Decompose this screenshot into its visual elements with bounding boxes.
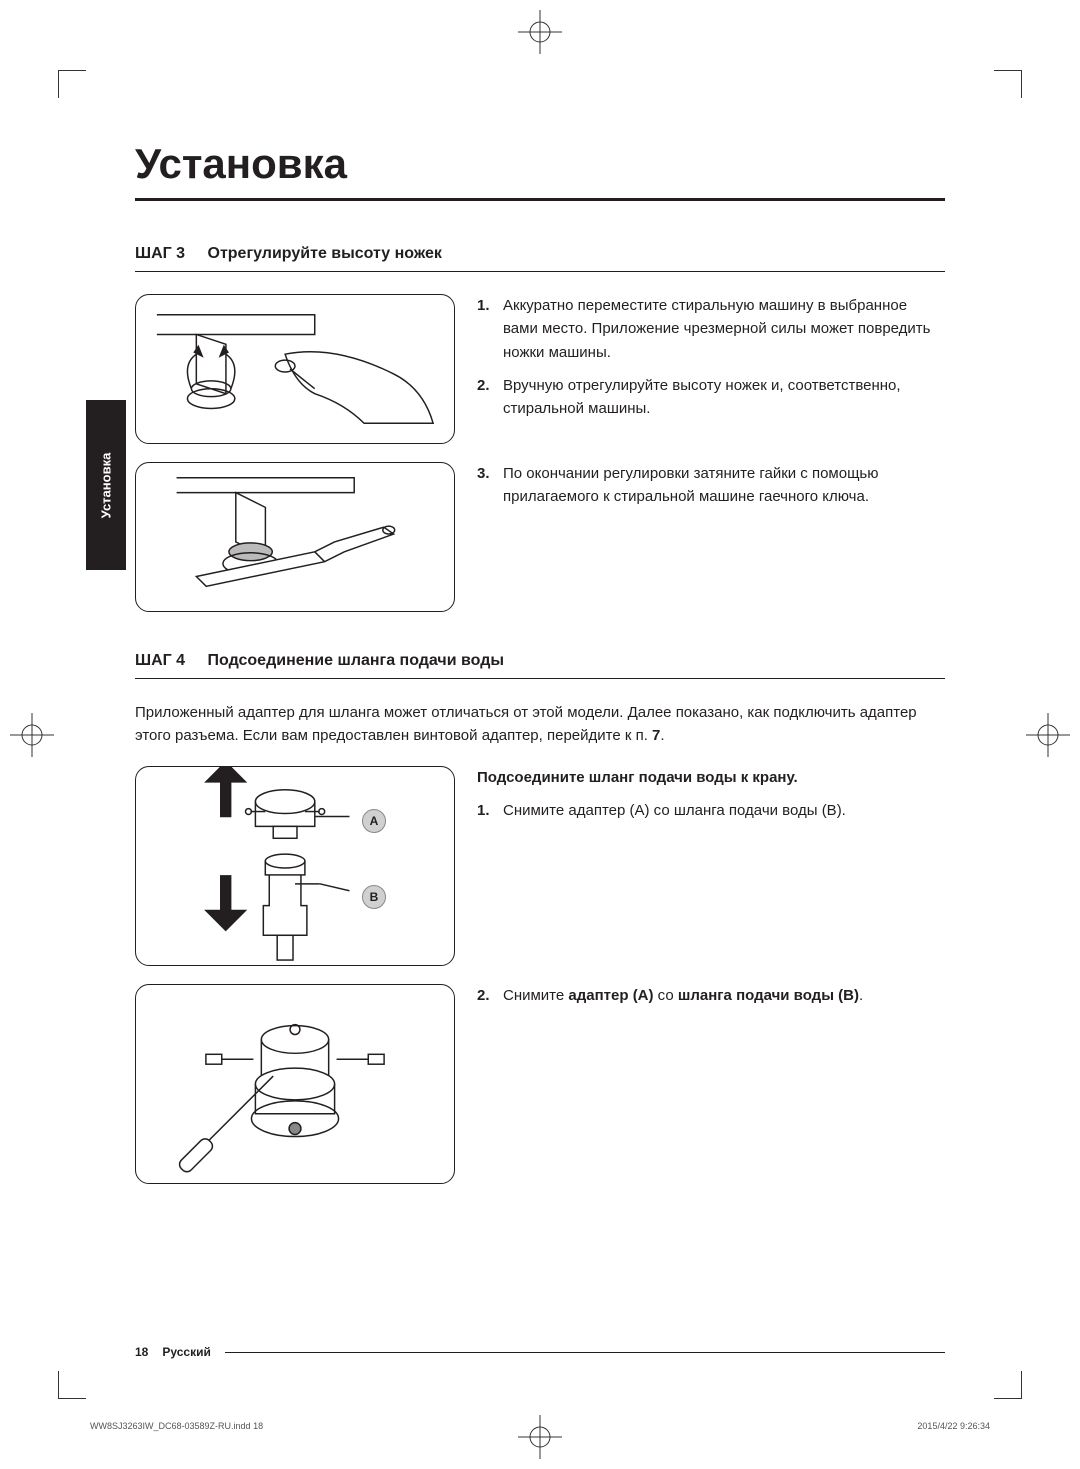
print-metadata: WW8SJ3263IW_DC68-03589Z-RU.indd 18 2015/… bbox=[90, 1421, 990, 1431]
step4-subheading: Подсоедините шланг подачи воды к крану. bbox=[477, 766, 945, 789]
list-item: 1.Аккуратно переместите стиральную машин… bbox=[477, 294, 945, 364]
item-text: Аккуратно переместите стиральную машину … bbox=[503, 294, 945, 364]
step4-illustration-1: A B bbox=[135, 766, 455, 966]
step3-row2: 3.По окончании регулировки затяните гайк… bbox=[135, 462, 945, 612]
list-item: 1.Снимите адаптер (A) со шланга подачи в… bbox=[477, 799, 945, 822]
badge-a: A bbox=[362, 809, 386, 833]
step4-header: ШАГ 4 Подсоединение шланга подачи воды bbox=[135, 652, 945, 679]
section-tab: Установка bbox=[86, 400, 126, 570]
registration-mark-icon bbox=[1026, 713, 1070, 757]
step3-header: ШАГ 3 Отрегулируйте высоту ножек bbox=[135, 245, 945, 272]
step4-intro: Приложенный адаптер для шланга может отл… bbox=[135, 701, 945, 748]
step4-text-2: 2. Снимите адаптер (A) со шланга подачи … bbox=[477, 984, 945, 1184]
item-number: 1. bbox=[477, 294, 503, 364]
page-language: Русский bbox=[162, 1345, 211, 1359]
step4-label: ШАГ 4 bbox=[135, 652, 185, 670]
item-text: Снимите адаптер (A) со шланга подачи вод… bbox=[503, 984, 863, 1007]
step3-label: ШАГ 3 bbox=[135, 245, 185, 263]
list-item: 3.По окончании регулировки затяните гайк… bbox=[477, 462, 945, 509]
step4-text-1: Подсоедините шланг подачи воды к крану. … bbox=[477, 766, 945, 966]
step3-text-1: 1.Аккуратно переместите стиральную машин… bbox=[477, 294, 945, 444]
page-footer: 18 Русский bbox=[135, 1345, 945, 1359]
item-number: 2. bbox=[477, 374, 503, 421]
crop-mark bbox=[994, 70, 1022, 98]
list-item: 2. Снимите адаптер (A) со шланга подачи … bbox=[477, 984, 945, 1007]
section-tab-label: Установка bbox=[99, 452, 114, 518]
print-file: WW8SJ3263IW_DC68-03589Z-RU.indd 18 bbox=[90, 1421, 263, 1431]
step3-text-2: 3.По окончании регулировки затяните гайк… bbox=[477, 462, 945, 612]
crop-mark bbox=[58, 1371, 86, 1399]
registration-mark-icon bbox=[518, 10, 562, 54]
footer-rule bbox=[225, 1352, 945, 1353]
step4-title: Подсоединение шланга подачи воды bbox=[208, 652, 505, 669]
intro-text: . bbox=[660, 727, 664, 744]
list-item: 2.Вручную отрегулируйте высоту ножек и, … bbox=[477, 374, 945, 421]
item-number: 3. bbox=[477, 462, 503, 509]
item-number: 1. bbox=[477, 799, 503, 822]
step4-row2: 2. Снимите адаптер (A) со шланга подачи … bbox=[135, 984, 945, 1184]
step3-illustration-1 bbox=[135, 294, 455, 444]
item-number: 2. bbox=[477, 984, 503, 1007]
registration-mark-icon bbox=[10, 713, 54, 757]
step3-title: Отрегулируйте высоту ножек bbox=[208, 245, 442, 262]
page-number: 18 bbox=[135, 1345, 148, 1359]
step4-illustration-2 bbox=[135, 984, 455, 1184]
page-title: Установка bbox=[135, 140, 945, 201]
step3-row1: 1.Аккуратно переместите стиральную машин… bbox=[135, 294, 945, 444]
badge-b: B bbox=[362, 885, 386, 909]
crop-mark bbox=[58, 70, 86, 98]
page-content: Установка ШАГ 3 Отрегулируйте высоту нож… bbox=[135, 140, 945, 1202]
item-text: Снимите адаптер (A) со шланга подачи вод… bbox=[503, 799, 846, 822]
step4-row1: A B Подсоедините шланг подачи воды к кра… bbox=[135, 766, 945, 966]
item-text: Вручную отрегулируйте высоту ножек и, со… bbox=[503, 374, 945, 421]
item-text: По окончании регулировки затяните гайки … bbox=[503, 462, 945, 509]
step3-illustration-2 bbox=[135, 462, 455, 612]
print-date: 2015/4/22 9:26:34 bbox=[917, 1421, 990, 1431]
crop-mark bbox=[994, 1371, 1022, 1399]
intro-text: Приложенный адаптер для шланга может отл… bbox=[135, 704, 917, 744]
